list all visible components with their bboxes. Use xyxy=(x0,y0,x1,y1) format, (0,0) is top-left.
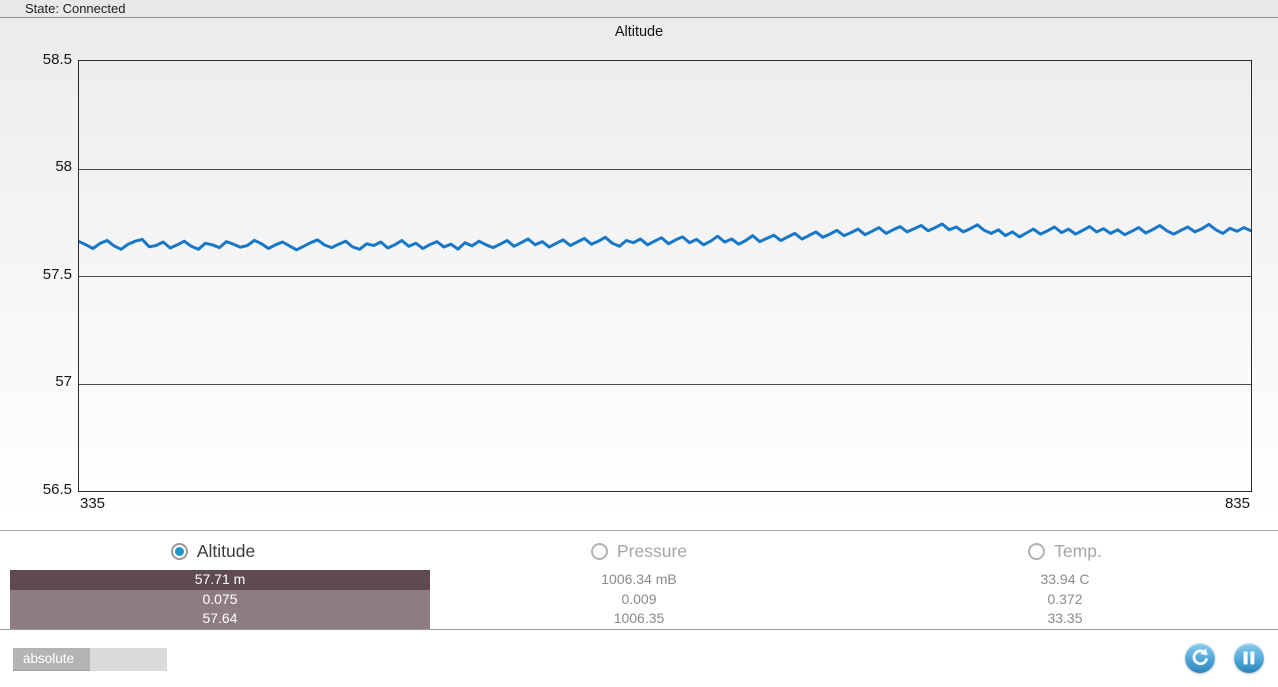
pressure-deviation-value: 0.009 xyxy=(621,590,657,607)
radio-temp[interactable]: Temp. xyxy=(852,533,1278,570)
altitude-line-series xyxy=(79,222,1251,252)
footer-bar: absolute xyxy=(0,630,1278,687)
gridline-57 xyxy=(79,383,1251,385)
altitude-average-value: 57.64 xyxy=(10,609,430,629)
temp-current-value: 33.94 C xyxy=(1040,571,1090,587)
absolute-mode-button[interactable]: absolute xyxy=(13,648,90,671)
y-tick-57-5: 57.5 xyxy=(42,266,72,283)
status-bar: State: Connected xyxy=(0,0,1278,18)
radio-pressure[interactable]: Pressure xyxy=(426,533,852,570)
temp-deviation-value: 0.372 xyxy=(1047,590,1083,607)
altitude-line-chart xyxy=(79,222,1251,252)
pressure-values-column: 1006.34 mB 0.009 1006.35 xyxy=(426,570,852,629)
x-tick-835: 835 xyxy=(1224,495,1250,512)
reset-icon xyxy=(1192,648,1208,666)
radio-selected-icon xyxy=(170,543,188,560)
y-tick-58: 58 xyxy=(55,158,72,175)
altitude-deviation-value: 0.075 xyxy=(10,589,430,610)
radio-pressure-label: Pressure xyxy=(616,541,688,561)
chart-title: Altitude xyxy=(614,24,664,40)
pause-button[interactable] xyxy=(1234,643,1264,673)
altitude-current-value: 57.71 m xyxy=(10,570,430,590)
separator-bottom xyxy=(0,629,1278,630)
gridline-58 xyxy=(79,168,1251,170)
pause-icon xyxy=(1243,651,1255,665)
y-tick-58-5: 58.5 xyxy=(42,51,72,68)
y-tick-57: 57 xyxy=(55,373,72,390)
altitude-plot-area xyxy=(78,60,1252,492)
sensor-selector-row: Altitude Pressure Temp. xyxy=(0,533,1278,570)
radio-altitude-label: Altitude xyxy=(196,541,256,561)
radio-altitude[interactable]: Altitude xyxy=(0,533,426,570)
gridline-57-5 xyxy=(79,276,1251,277)
radio-unselected-icon xyxy=(590,543,608,560)
x-tick-335: 335 xyxy=(80,495,106,512)
radio-temp-label: Temp. xyxy=(1054,541,1102,561)
mode-selector-track: absolute xyxy=(13,648,167,671)
temp-average-value: 33.35 xyxy=(1047,610,1083,627)
pressure-average-value: 1006.35 xyxy=(613,610,665,627)
connection-state-label: State: Connected xyxy=(25,1,126,16)
sensor-values-grid: 57.71 m 0.075 57.64 1006.34 mB 0.009 100… xyxy=(0,570,1278,629)
radio-unselected-icon xyxy=(1028,543,1046,560)
reset-button[interactable] xyxy=(1185,643,1215,673)
altitude-values-column: 57.71 m 0.075 57.64 xyxy=(0,570,430,629)
y-tick-56-5: 56.5 xyxy=(42,481,72,498)
pressure-current-value: 1006.34 mB xyxy=(601,571,677,587)
temp-values-column: 33.94 C 0.372 33.35 xyxy=(852,570,1278,629)
separator-top xyxy=(0,530,1278,531)
